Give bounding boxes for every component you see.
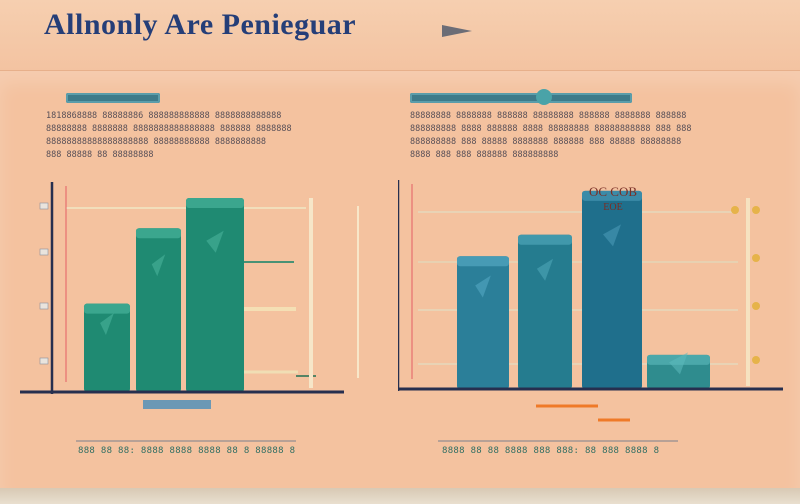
description-line: 888888888 888 88888 8888888 888888 888 8… <box>410 137 682 147</box>
y-tick-marker <box>39 357 49 365</box>
bar-glyph-icon <box>603 224 621 247</box>
bar-chart-left <box>20 182 359 409</box>
description-line: 888 88888 88 88888888 <box>46 150 154 160</box>
bar-chart-right: OC COB EOE <box>398 180 783 422</box>
panel-tab-bar <box>66 93 160 103</box>
description-line: 888888888 8888 888888 8888 88888888 8888… <box>410 124 692 134</box>
charts-frame <box>0 70 800 491</box>
chart-footer-note: 8888 88 88 8888 888 888: 88 888 8888 8 <box>442 446 660 456</box>
y-tick-marker <box>39 248 49 256</box>
bar-glyph-icon <box>669 352 688 375</box>
description-line: 88888888 8888888 888888 88888888 888888 … <box>410 111 687 121</box>
description-line: 88888888 8888888 8888888888888888 888888… <box>46 124 292 134</box>
bar-glyph-icon <box>206 230 224 253</box>
data-label: OC COB <box>589 184 637 199</box>
marker-dot-icon <box>752 302 760 310</box>
panel-description: 1818868888 88888886 888888888888 8888888… <box>46 110 316 162</box>
bottom-strip <box>0 488 800 504</box>
bar-cap <box>186 198 244 209</box>
panel-description: 88888888 8888888 888888 88888888 888888 … <box>410 110 770 162</box>
marker-dot-icon <box>752 254 760 262</box>
title-band: Allnonly Are Penieguar <box>0 0 800 70</box>
footer-rule <box>76 440 296 442</box>
description-line: 1818868888 88888886 888888888888 8888888… <box>46 111 282 121</box>
bar <box>582 190 642 389</box>
page-title: Allnonly Are Penieguar <box>44 8 357 41</box>
bar-cap <box>457 256 509 267</box>
x-axis-label-box <box>143 400 211 409</box>
bar-glyph-icon <box>475 275 491 298</box>
panel-tab-bar <box>410 89 632 105</box>
description-line: 8888 888 888 888888 888888888 <box>410 150 559 160</box>
description-line: 88888888888888888888 88888888888 8888888… <box>46 137 267 147</box>
bar <box>136 228 181 392</box>
bar-cap <box>136 228 181 239</box>
marker-dot-icon <box>752 206 760 214</box>
bar <box>84 303 130 392</box>
footer-rule <box>438 440 678 442</box>
bar <box>457 256 509 389</box>
chart-footer-note: 888 88 88: 8888 8888 8888 88 8 88888 8 <box>78 446 296 456</box>
bar-glyph-icon <box>536 258 554 281</box>
y-tick-marker <box>39 202 49 210</box>
tab-handle-icon <box>536 89 552 105</box>
marker-dot-icon <box>731 206 739 214</box>
bar-glyph-icon <box>151 254 166 277</box>
y-tick-marker <box>39 302 49 310</box>
data-label: EOE <box>603 202 622 213</box>
bar <box>186 198 244 392</box>
bar <box>518 234 572 389</box>
bar-cap <box>84 303 130 314</box>
chart-panel-right: 88888888 8888888 888888 88888888 888888 … <box>398 88 788 478</box>
marker-dot-icon <box>752 356 760 364</box>
arrow-right-icon <box>442 25 472 37</box>
bar-cap <box>518 234 572 245</box>
chart-panel-left: 1818868888 88888886 888888888888 8888888… <box>6 88 396 478</box>
bar-cap <box>582 190 642 201</box>
bar-glyph-icon <box>100 313 114 336</box>
